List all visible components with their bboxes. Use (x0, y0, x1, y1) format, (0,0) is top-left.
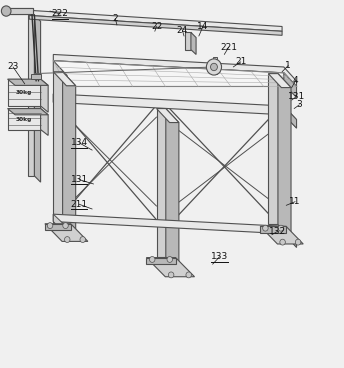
Polygon shape (53, 72, 63, 223)
Text: 133: 133 (211, 252, 228, 261)
Polygon shape (166, 109, 179, 271)
Polygon shape (8, 79, 41, 106)
Polygon shape (45, 224, 71, 230)
Circle shape (186, 272, 191, 278)
Circle shape (169, 272, 174, 278)
Polygon shape (284, 226, 297, 247)
Polygon shape (63, 72, 76, 237)
Polygon shape (8, 79, 48, 85)
Polygon shape (208, 63, 220, 66)
Text: 131: 131 (288, 92, 305, 101)
Polygon shape (53, 214, 297, 247)
Circle shape (65, 237, 70, 243)
Polygon shape (53, 61, 297, 86)
Text: 4: 4 (293, 76, 299, 85)
Text: 221: 221 (220, 43, 237, 52)
Text: 24: 24 (177, 26, 188, 35)
Polygon shape (268, 74, 278, 224)
Polygon shape (284, 106, 297, 128)
Polygon shape (268, 74, 291, 88)
Polygon shape (41, 109, 48, 135)
Polygon shape (147, 258, 176, 264)
Circle shape (63, 223, 68, 229)
Circle shape (295, 239, 301, 245)
Polygon shape (53, 72, 76, 86)
Polygon shape (4, 8, 33, 14)
Text: 30kg: 30kg (15, 90, 32, 95)
Polygon shape (53, 61, 67, 86)
Polygon shape (28, 15, 34, 176)
Text: 211: 211 (71, 200, 88, 209)
Polygon shape (278, 74, 291, 238)
Circle shape (1, 6, 11, 16)
Text: 30kg: 30kg (15, 117, 32, 122)
Text: 132: 132 (269, 227, 287, 236)
Polygon shape (213, 57, 217, 74)
Polygon shape (29, 15, 282, 35)
Circle shape (80, 237, 86, 243)
Text: 134: 134 (71, 138, 88, 147)
Circle shape (278, 225, 283, 231)
Polygon shape (260, 226, 286, 233)
Circle shape (263, 225, 268, 231)
Circle shape (149, 256, 155, 262)
Circle shape (47, 223, 53, 229)
Text: 23: 23 (7, 63, 19, 71)
Polygon shape (45, 224, 88, 241)
Text: 21: 21 (235, 57, 247, 66)
Text: 11: 11 (289, 197, 301, 206)
Polygon shape (4, 8, 33, 14)
Polygon shape (34, 15, 41, 182)
Text: 2: 2 (112, 14, 118, 23)
Polygon shape (53, 214, 67, 236)
Text: 14: 14 (197, 22, 209, 31)
Polygon shape (53, 54, 297, 86)
Polygon shape (185, 32, 191, 50)
Polygon shape (147, 258, 195, 277)
Text: 131: 131 (71, 175, 88, 184)
Polygon shape (284, 73, 297, 98)
Circle shape (206, 59, 222, 75)
Polygon shape (41, 79, 48, 112)
Polygon shape (157, 109, 166, 257)
Polygon shape (53, 94, 67, 117)
Text: 3: 3 (297, 100, 302, 109)
Text: 222: 222 (52, 10, 69, 18)
Circle shape (280, 239, 286, 245)
Polygon shape (31, 74, 41, 79)
Polygon shape (8, 109, 41, 130)
Polygon shape (53, 94, 297, 128)
Polygon shape (260, 226, 303, 244)
Text: 22: 22 (151, 22, 162, 31)
Polygon shape (8, 109, 48, 115)
Polygon shape (29, 10, 282, 31)
Circle shape (211, 63, 217, 71)
Text: 1: 1 (286, 61, 291, 70)
Polygon shape (157, 109, 179, 123)
Circle shape (167, 256, 173, 262)
Polygon shape (191, 32, 196, 54)
